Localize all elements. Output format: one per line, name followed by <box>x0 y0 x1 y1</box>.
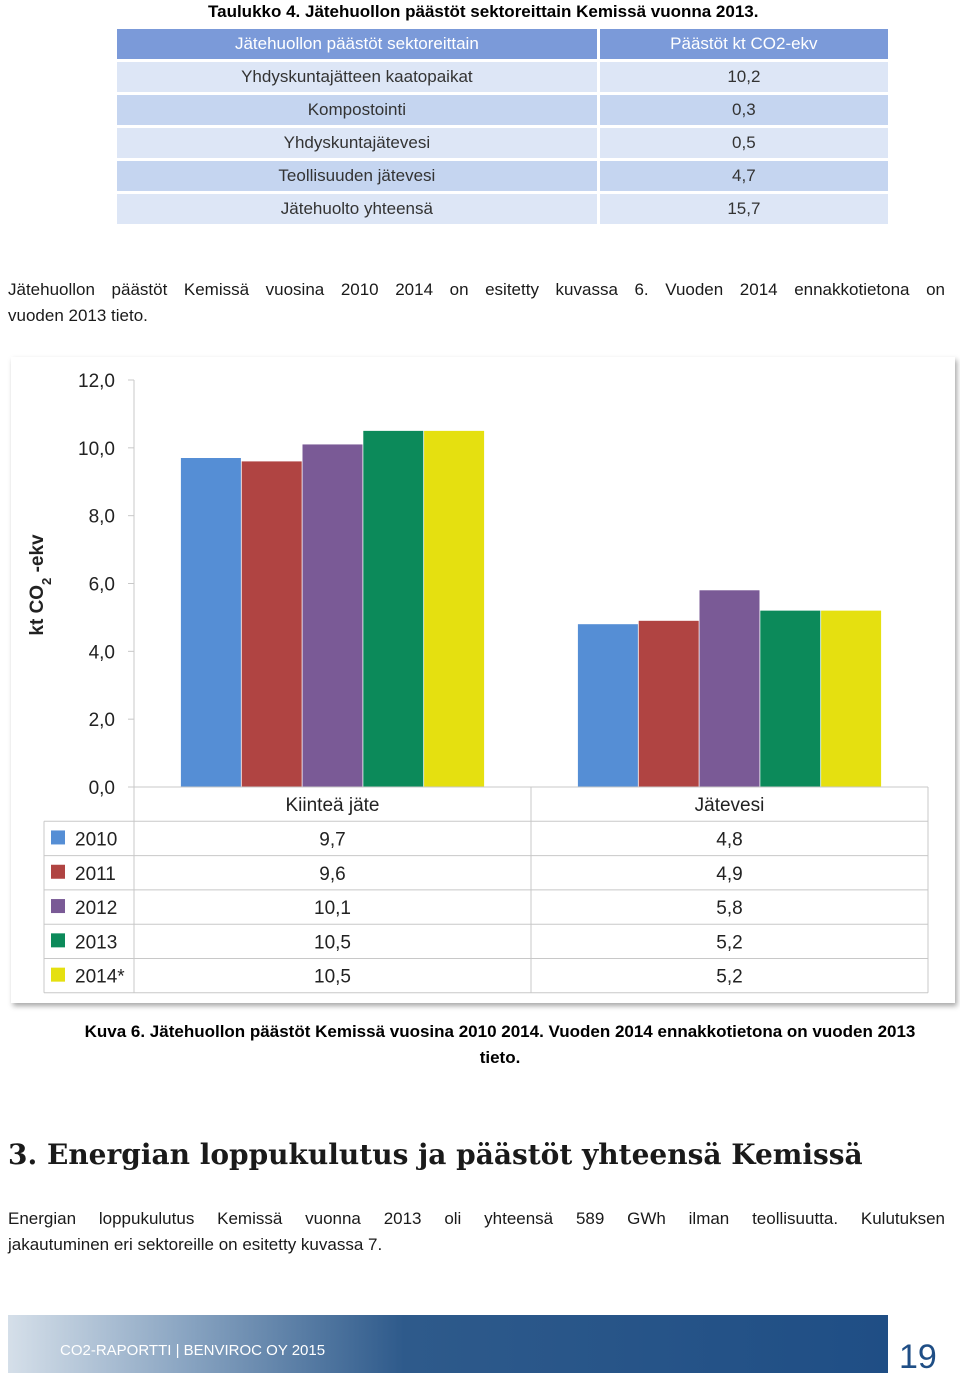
page-number: 19 <box>899 1338 937 1376</box>
legend-swatch-2010 <box>51 830 65 845</box>
data-label: 9,6 <box>319 864 345 885</box>
y-tick-label: 0,0 <box>89 778 115 799</box>
y-axis-title: kt CO2 -ekv <box>27 534 54 636</box>
intro-line-2: vuoden 2013 tieto. <box>8 306 148 325</box>
bar-2010-kiintea-jate <box>180 458 241 787</box>
table-cell-value: 4,7 <box>599 161 888 191</box>
section-heading: 3. Energian loppukulutus ja päästöt yhte… <box>8 1138 863 1171</box>
table-row-total: Jätehuolto yhteensä 15,7 <box>117 194 888 224</box>
table-cell-sector: Yhdyskuntajätevesi <box>117 128 600 158</box>
table-cell-sector: Kompostointi <box>117 95 600 125</box>
table-header-sector: Jätehuollon päästöt sektoreittain <box>117 29 600 59</box>
sector-emissions-table: Jätehuollon päästöt sektoreittain Päästö… <box>117 26 888 227</box>
y-tick-label: 4,0 <box>89 642 115 663</box>
legend-swatch-2014 <box>51 967 65 982</box>
chart-svg: 0,0 2,0 4,0 6,0 8,0 10,0 12,0 kt CO2 -ekv Kiinte… <box>27 371 929 994</box>
table-header-emissions: Päästöt kt CO2-ekv <box>599 29 888 59</box>
legend-swatch-2011 <box>51 864 65 879</box>
data-label: 5,2 <box>716 932 742 953</box>
data-label: 10,5 <box>314 932 351 953</box>
figure-caption: Kuva 6. Jätehuollon päästöt Kemissä vuos… <box>60 1019 940 1071</box>
bar-2014-jatevesi <box>821 610 882 787</box>
section-line-2: jakautuminen eri sektoreille on esitetty… <box>8 1235 383 1254</box>
figure-caption-line-2: tieto. <box>479 1048 521 1067</box>
legend-label: 2012 <box>75 898 117 919</box>
table-cell-value: 15,7 <box>599 194 888 224</box>
table-row: Yhdyskuntajätteen kaatopaikat 10,2 <box>117 62 888 92</box>
data-label: 5,8 <box>716 898 742 919</box>
y-tick-label: 2,0 <box>89 710 115 731</box>
table-cell-sector: Jätehuolto yhteensä <box>117 194 600 224</box>
category-label: Jätevesi <box>695 795 765 816</box>
table-cell-value: 0,3 <box>599 95 888 125</box>
bar-2013-jatevesi <box>760 610 821 787</box>
category-label: Kiinteä jäte <box>285 795 379 816</box>
footer-bar <box>8 1315 888 1373</box>
legend-label: 2014* <box>75 967 125 988</box>
bar-2014-kiintea-jate <box>424 430 485 787</box>
data-label: 10,5 <box>314 967 351 988</box>
y-tick-label: 10,0 <box>78 439 115 460</box>
y-tick-label: 12,0 <box>78 371 115 392</box>
data-label: 4,9 <box>716 864 742 885</box>
intro-line-1: Jätehuollon päästöt Kemissä vuosina 2010… <box>8 280 945 299</box>
bar-2012-kiintea-jate <box>302 444 363 787</box>
bar-2010-jatevesi <box>577 624 638 787</box>
legend-label: 2011 <box>75 864 116 885</box>
table-caption: Taulukko 4. Jätehuollon päästöt sektorei… <box>208 2 759 21</box>
figure-caption-line-1: Kuva 6. Jätehuollon päästöt Kemissä vuos… <box>84 1022 916 1041</box>
bar-2013-kiintea-jate <box>363 430 424 787</box>
data-label: 4,8 <box>716 829 742 850</box>
bar-2011-jatevesi <box>638 620 699 787</box>
table-row: Teollisuuden jätevesi 4,7 <box>117 161 888 191</box>
table-cell-value: 0,5 <box>599 128 888 158</box>
legend-swatch-2012 <box>51 899 65 914</box>
y-tick-label: 6,0 <box>89 575 115 596</box>
legend-swatch-2013 <box>51 933 65 948</box>
bar-2012-jatevesi <box>699 590 760 787</box>
table-row: Kompostointi 0,3 <box>117 95 888 125</box>
legend-label: 2013 <box>75 932 117 953</box>
section-line-1: Energian loppukulutus Kemissä vuonna 201… <box>8 1209 945 1228</box>
table-cell-sector: Teollisuuden jätevesi <box>117 161 600 191</box>
table-cell-value: 10,2 <box>599 62 888 92</box>
data-label: 10,1 <box>314 898 351 919</box>
table-row: Yhdyskuntajätevesi 0,5 <box>117 128 888 158</box>
section-paragraph: Energian loppukulutus Kemissä vuonna 201… <box>8 1206 945 1258</box>
bar-2011-kiintea-jate <box>241 461 302 787</box>
emissions-chart: 0,0 2,0 4,0 6,0 8,0 10,0 12,0 kt CO2 -ekv Kiinte… <box>11 357 955 1003</box>
table-cell-sector: Yhdyskuntajätteen kaatopaikat <box>117 62 600 92</box>
data-label: 5,2 <box>716 967 742 988</box>
y-tick-label: 8,0 <box>89 507 115 528</box>
footer-label: CO2-RAPORTTI | BENVIROC OY 2015 <box>60 1342 326 1359</box>
legend-label: 2010 <box>75 829 117 850</box>
intro-paragraph: Jätehuollon päästöt Kemissä vuosina 2010… <box>8 277 945 329</box>
data-label: 9,7 <box>319 829 345 850</box>
